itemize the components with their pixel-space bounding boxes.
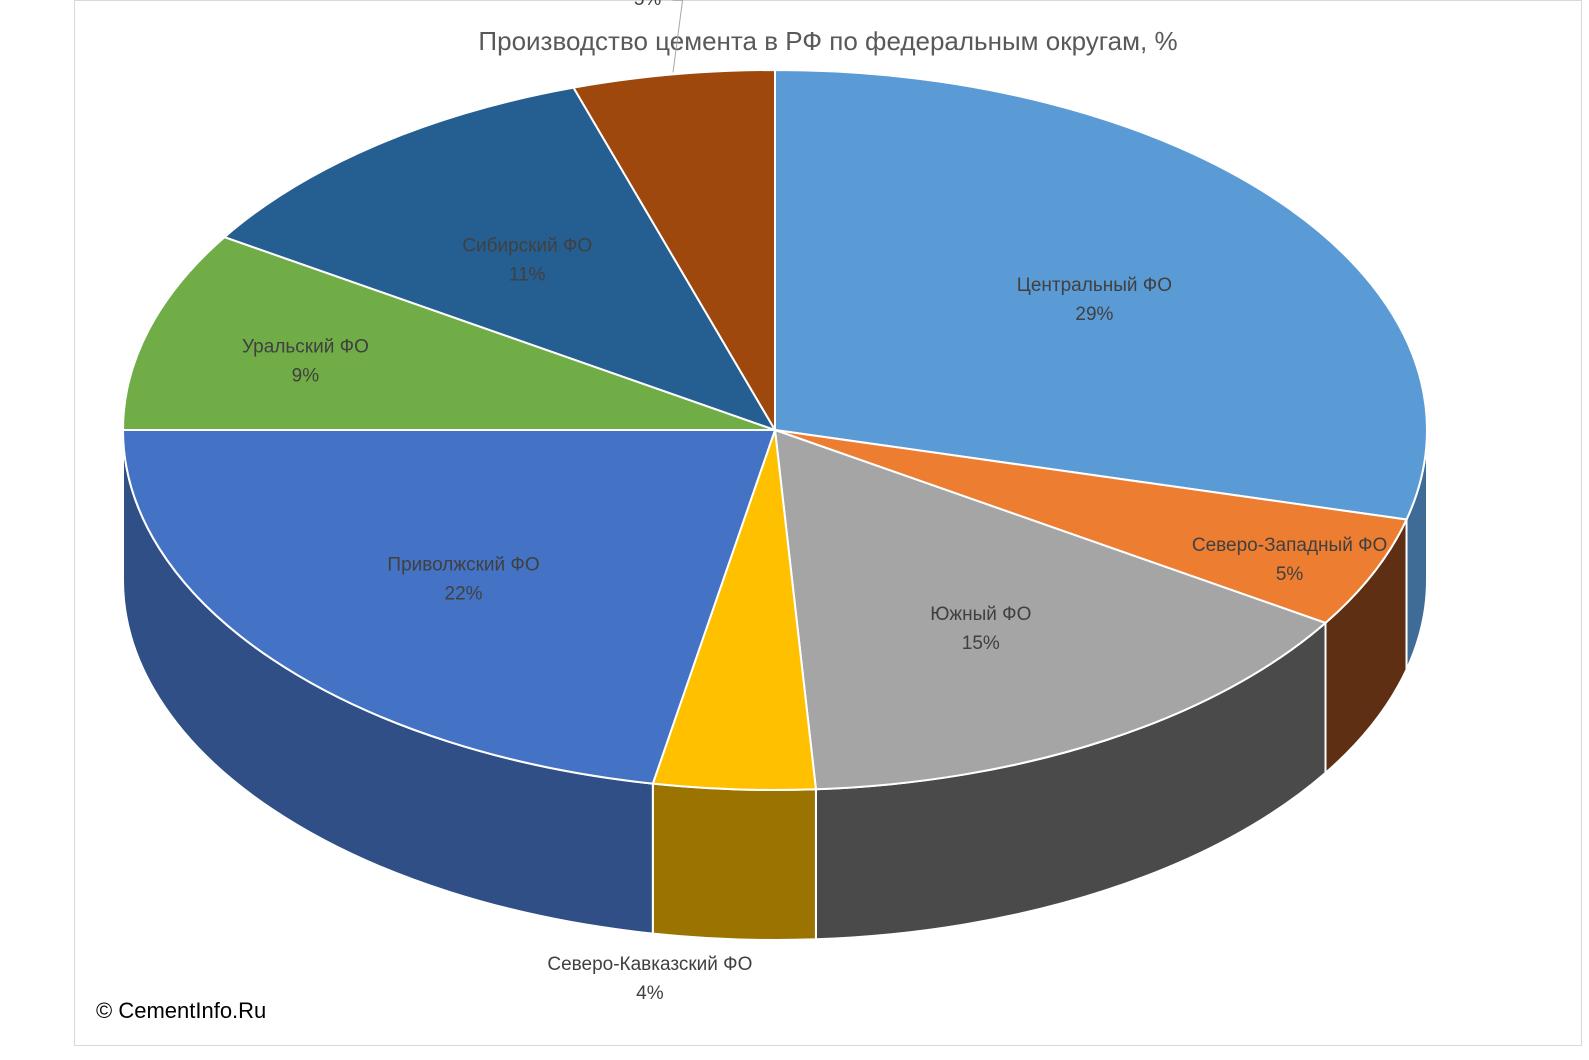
pie-slice-приволжский-фо: [121, 429, 777, 785]
slice-value-приволжский-фо: 22%: [445, 583, 483, 604]
leader-line-дальневосточный-фо: [672, 0, 684, 73]
chart-title: Производство цемента в РФ по федеральным…: [478, 26, 1178, 56]
slice-value-дальневосточный-фо: 5%: [634, 0, 662, 10]
slice-value-сибирский-фо: 11%: [509, 265, 546, 286]
pie-slice-сибирский-фо: [222, 86, 778, 432]
pie-slice-центральный-фо: [774, 68, 1428, 521]
pie-slice-дальневосточный-фо: [571, 68, 776, 434]
slice-value-центральный-фо: 29%: [1075, 304, 1113, 325]
slice-value-уральский-фо: 9%: [292, 366, 320, 387]
pie-labels: Центральный ФО 29% Северо-Западный ФО 5% Южн…: [242, 0, 1387, 1004]
slice-value-северо-кавказский-фо: 4%: [636, 983, 664, 1004]
copyright-credit: © CementInfo.Ru: [96, 998, 267, 1023]
pie-side-северо-кавказский-фо: [651, 782, 817, 942]
slice-label-сибирский-фо: Сибирский ФО: [462, 236, 592, 257]
pie-slice-северо-западный-фо: [774, 429, 1408, 625]
slice-value-северо-западный-фо: 5%: [1276, 564, 1304, 585]
slice-label-уральский-фо: Уральский ФО: [242, 337, 369, 358]
slice-label-приволжский-фо: Приволжский ФО: [387, 554, 539, 575]
slice-label-южный-фо: Южный ФО: [930, 604, 1031, 625]
slice-value-южный-фо: 15%: [962, 633, 1000, 654]
pie-slice-южный-фо: [773, 428, 1328, 791]
pie-slice-уральский-фо: [121, 235, 776, 431]
slice-label-центральный-фо: Центральный ФО: [1017, 275, 1172, 296]
pie-tops: [121, 68, 1428, 792]
slice-label-северо-западный-фо: Северо-Западный ФО: [1192, 535, 1387, 556]
slice-label-северо-кавказский-фо: Северо-Кавказский ФО: [547, 954, 752, 975]
